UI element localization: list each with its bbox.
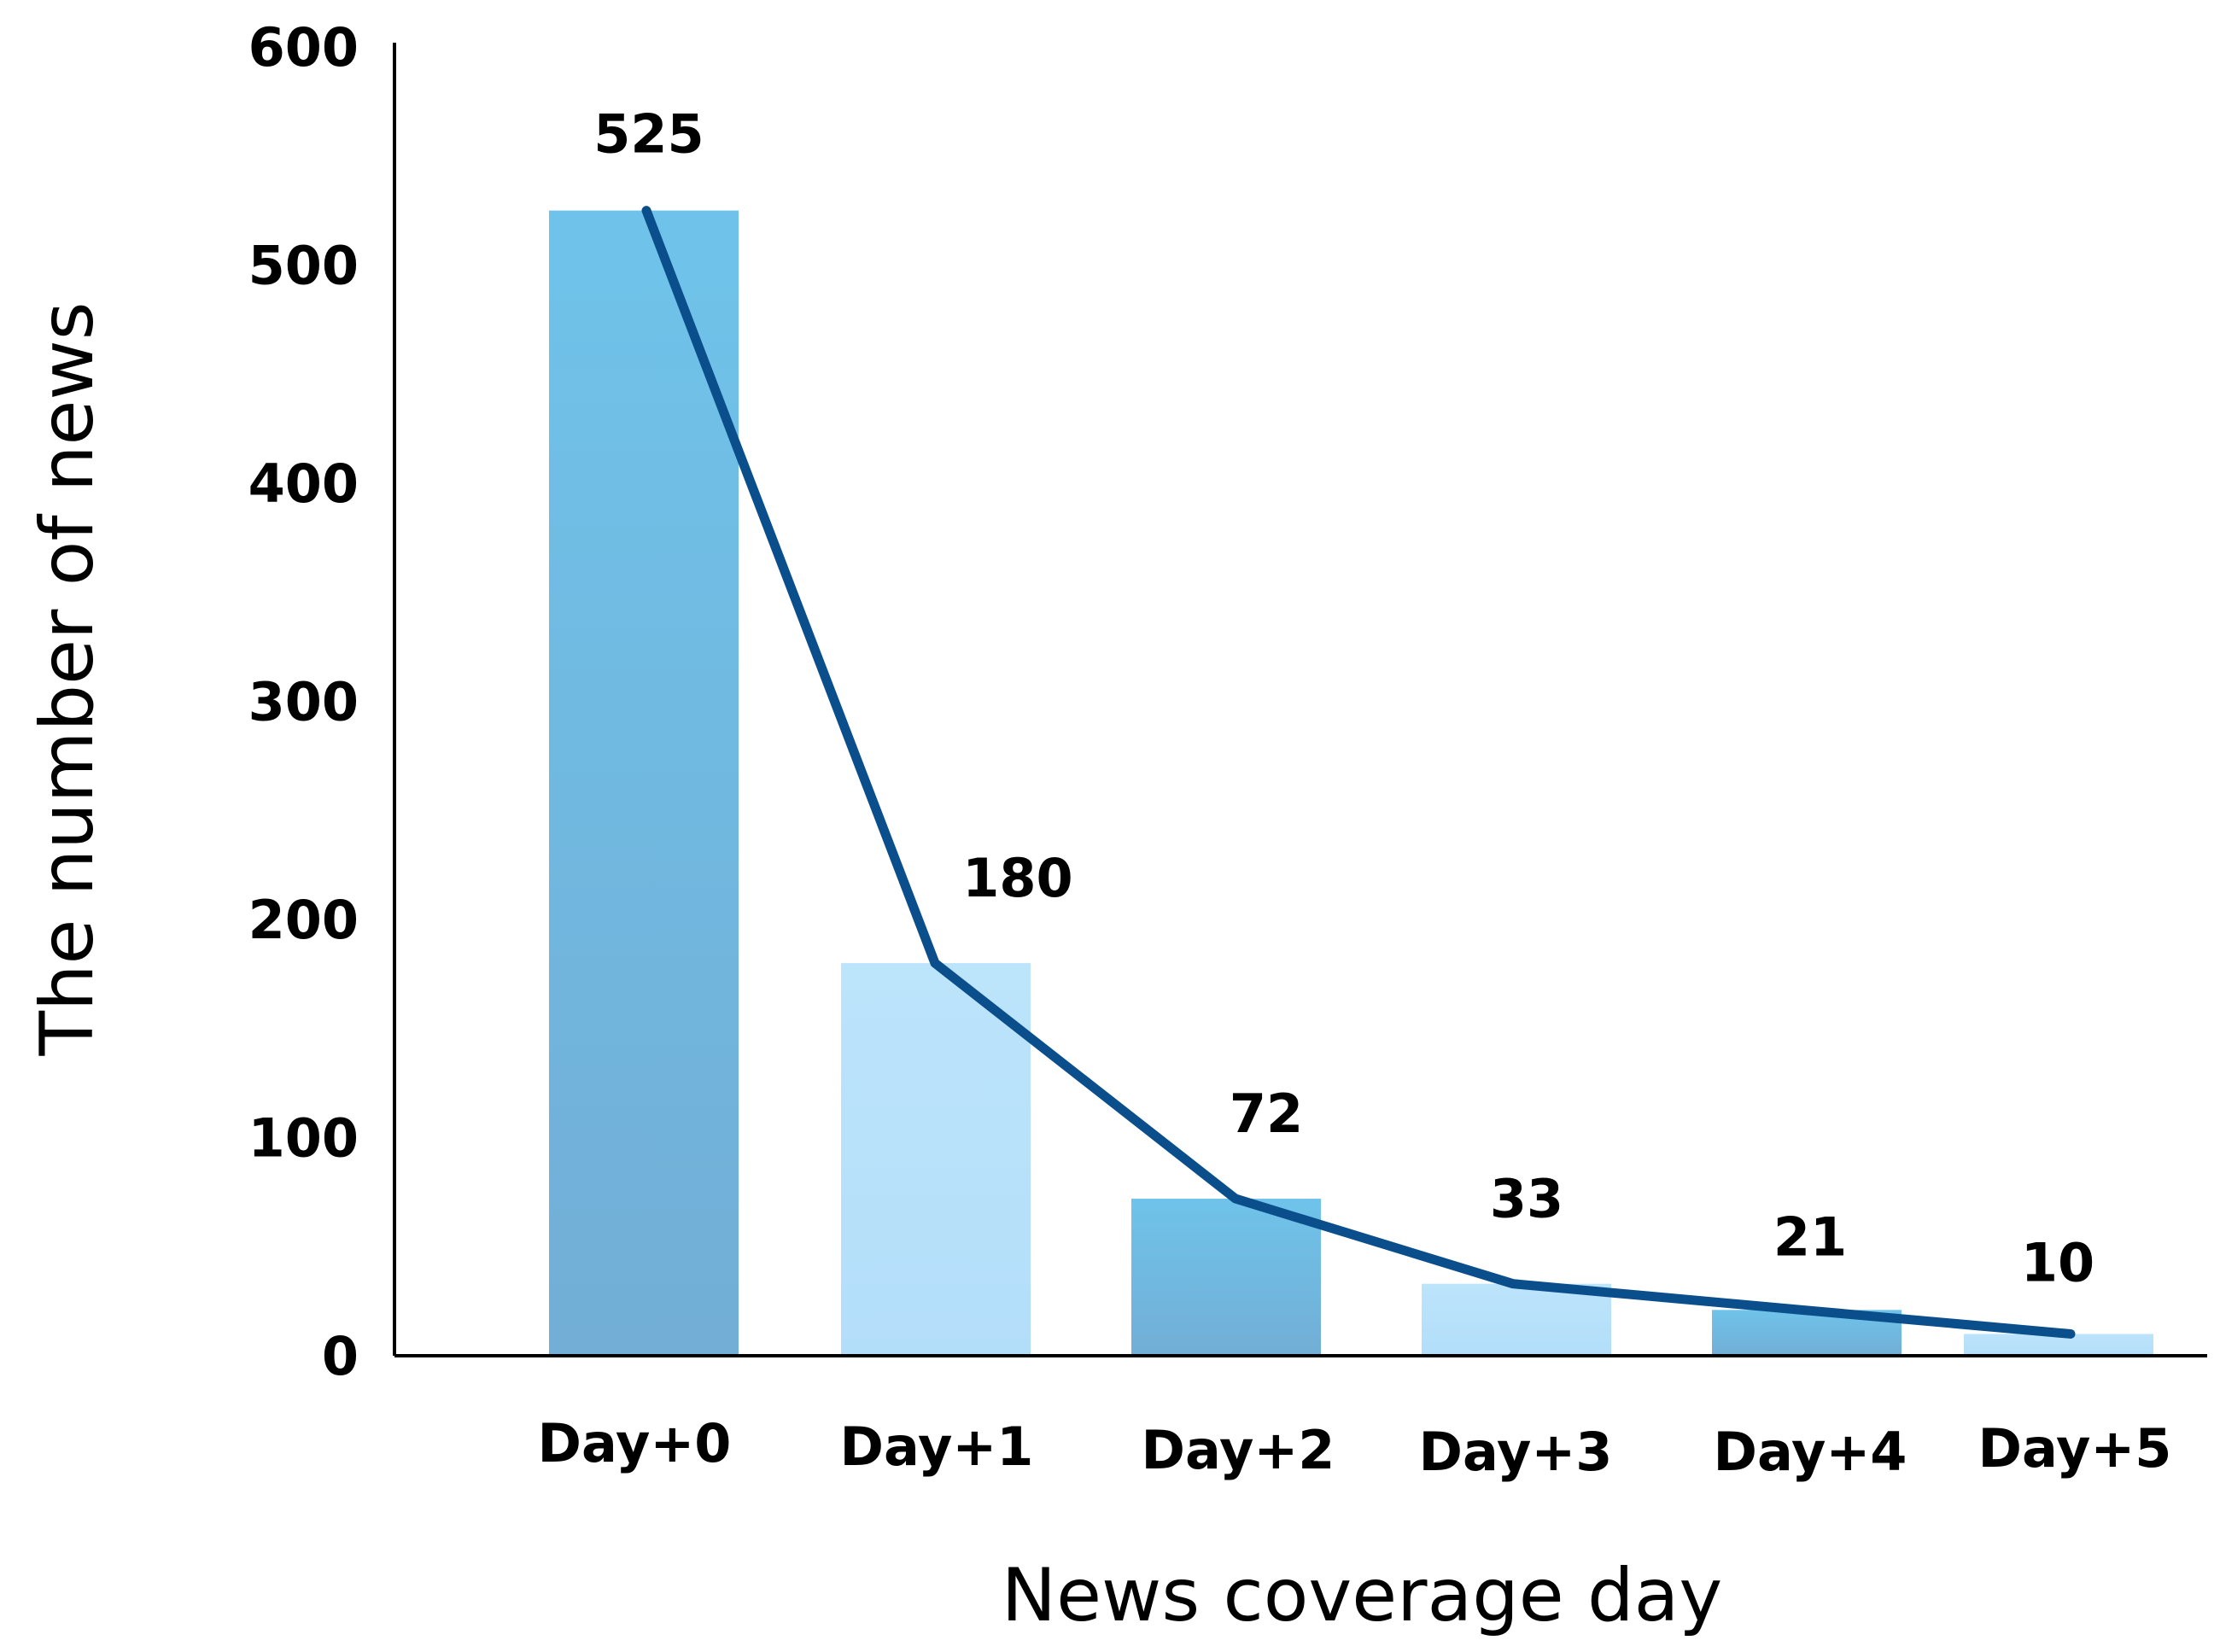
data-label-day-plus-5: 10 bbox=[2021, 1231, 2094, 1293]
trend-line-group bbox=[641, 206, 2076, 1339]
data-label-day-plus-0: 525 bbox=[593, 103, 704, 166]
bar-day-plus-2 bbox=[1131, 1199, 1321, 1356]
y-tick-label-500: 500 bbox=[248, 235, 359, 297]
y-tick-label-300: 300 bbox=[248, 671, 359, 733]
bars-group bbox=[549, 210, 2153, 1356]
data-labels: 525 180 72 33 21 10 bbox=[593, 103, 2094, 1294]
x-category-label-day-plus-0: Day+0 bbox=[538, 1412, 732, 1474]
x-category-label-day-plus-5: Day+5 bbox=[1978, 1417, 2172, 1480]
bar-day-plus-0 bbox=[549, 210, 739, 1356]
y-tick-label-100: 100 bbox=[248, 1107, 359, 1170]
bar-day-plus-1 bbox=[841, 963, 1031, 1356]
x-category-label-day-plus-2: Day+2 bbox=[1142, 1419, 1335, 1481]
x-category-label-day-plus-4: Day+4 bbox=[1714, 1421, 1907, 1483]
data-label-day-plus-3: 33 bbox=[1490, 1168, 1563, 1230]
x-axis-title: News coverage day bbox=[1002, 1553, 1723, 1638]
y-axis-title: The number of news bbox=[25, 301, 110, 1056]
data-label-day-plus-4: 21 bbox=[1773, 1205, 1847, 1268]
data-label-day-plus-1: 180 bbox=[962, 847, 1072, 909]
y-tick-label-200: 200 bbox=[248, 889, 359, 951]
y-tick-label-600: 600 bbox=[248, 16, 359, 79]
x-category-label-day-plus-1: Day+1 bbox=[840, 1416, 1034, 1478]
bar-day-plus-3 bbox=[1422, 1283, 1611, 1356]
x-category-labels: Day+0 Day+1 Day+2 Day+3 Day+4 Day+5 bbox=[538, 1412, 2172, 1483]
x-category-label-day-plus-3: Day+3 bbox=[1419, 1421, 1613, 1483]
data-label-day-plus-2: 72 bbox=[1230, 1083, 1303, 1145]
trend-line bbox=[641, 206, 2076, 1339]
y-tick-label-0: 0 bbox=[322, 1325, 359, 1387]
y-tick-labels: 0 100 200 300 400 500 600 bbox=[248, 16, 359, 1387]
y-tick-label-400: 400 bbox=[248, 452, 359, 515]
